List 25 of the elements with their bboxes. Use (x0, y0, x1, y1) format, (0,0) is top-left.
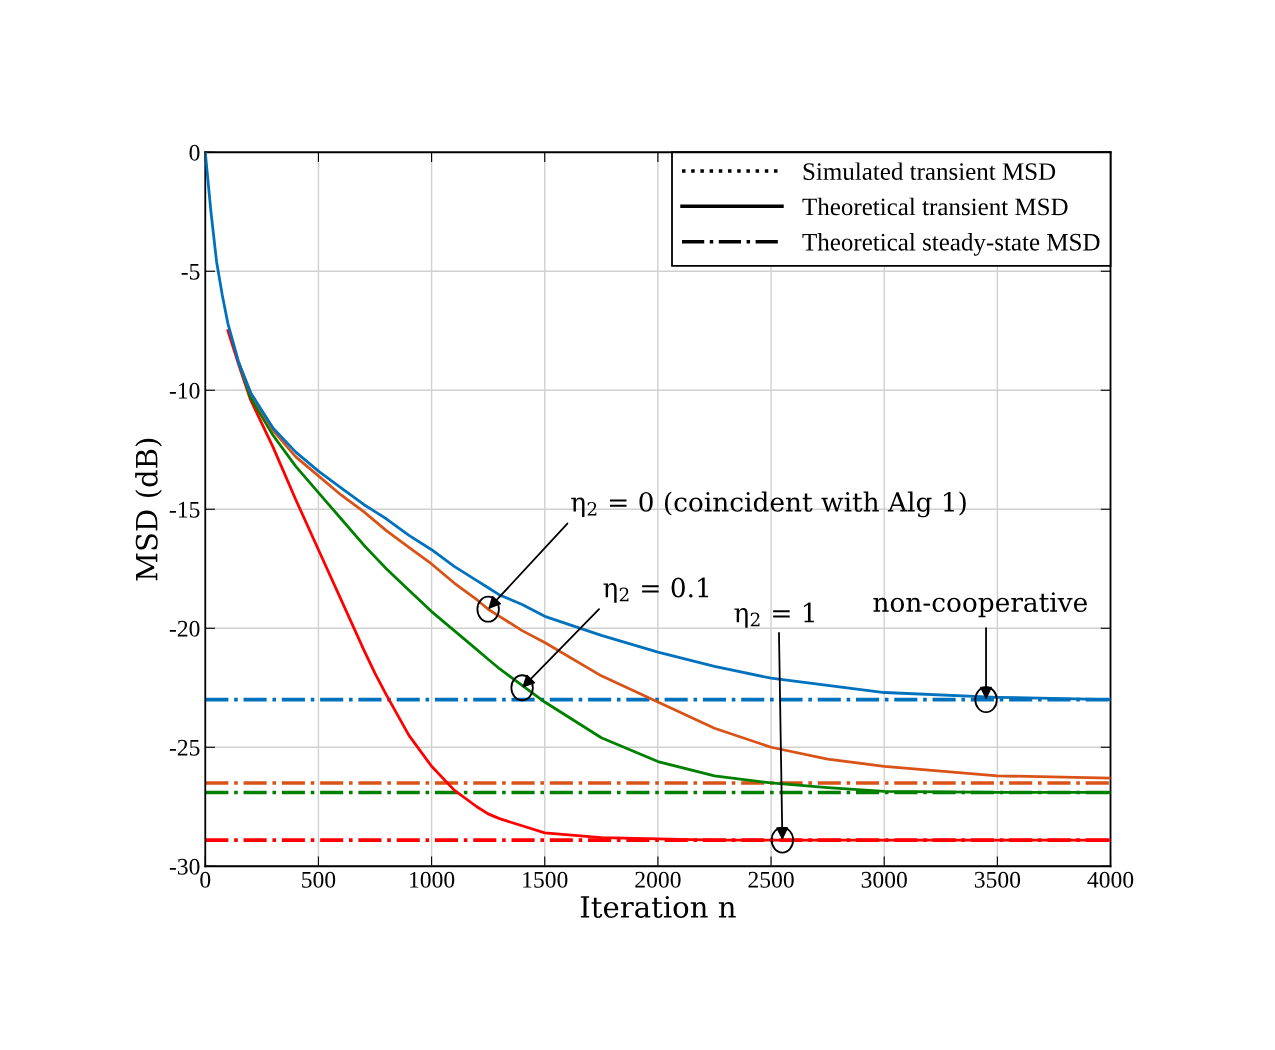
legend-label: Theoretical transient MSD (802, 197, 1068, 216)
annotation: η$_{2}$ = 0 (coincident with Alg 1) (571, 491, 966, 518)
annotation: η$_{2}$ = 1 (734, 602, 814, 628)
x-tick-label: 0 (200, 871, 211, 888)
y-tick-label: -15 (169, 501, 200, 518)
annotation: non-cooperative (873, 592, 1087, 618)
x-axis-title: Iteration n (580, 896, 736, 918)
y-tick-label: -10 (169, 382, 200, 399)
x-tick-label: 1000 (410, 871, 455, 888)
y-tick-label: -25 (169, 739, 200, 756)
x-tick-label: 3000 (861, 871, 907, 888)
legend-label: Theoretical steady-state MSD (802, 233, 1100, 256)
y-tick-label: -30 (169, 858, 200, 875)
annotation: η$_{2}$ = 0.1 (603, 577, 709, 603)
x-tick-label: 2000 (635, 871, 681, 888)
x-tick-label: 2500 (748, 871, 794, 888)
x-tick-label: 3500 (974, 871, 1021, 888)
x-tick-label: 1500 (523, 871, 568, 888)
y-axis-title: MSD (dB) (135, 438, 162, 581)
legend-label: Simulated transient MSD (803, 162, 1056, 180)
x-tick-label: 4000 (1087, 871, 1134, 888)
x-tick-label: 500 (302, 871, 336, 888)
y-tick-label: -5 (181, 263, 200, 280)
y-tick-label: 0 (189, 144, 200, 161)
y-tick-label: -20 (169, 620, 200, 637)
